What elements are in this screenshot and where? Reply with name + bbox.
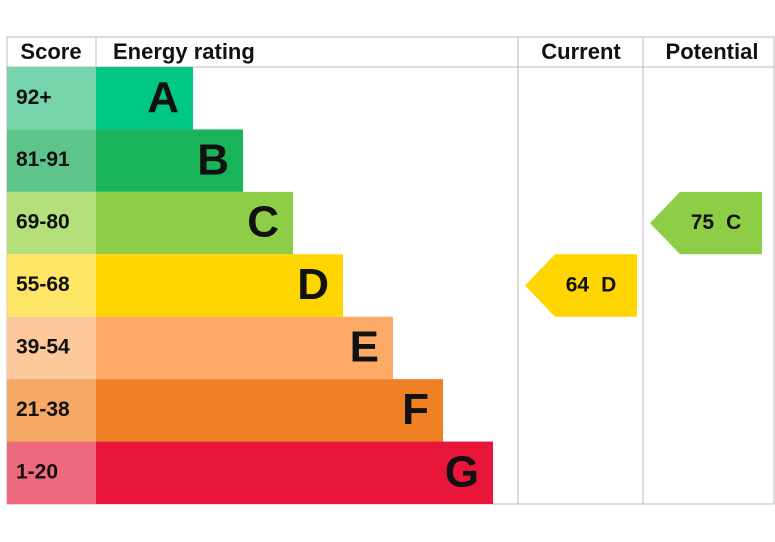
rating-letter: G [445,447,479,496]
rating-bar [96,67,193,130]
potential-arrow [650,191,762,255]
potential-value: 75 [691,211,715,234]
score-cell [7,67,96,130]
rating-bar [96,441,493,505]
score-cell [7,191,96,255]
rating-bar [96,379,443,442]
score-label: 81-91 [16,148,70,171]
potential-letter: C [726,211,741,234]
header-rating: Energy rating [113,39,255,64]
score-cell [7,254,96,317]
score-label: 55-68 [16,273,70,296]
rating-bar [96,191,293,255]
header-score: Score [20,39,81,64]
rating-letter: B [197,135,229,184]
score-cell [7,441,96,505]
rating-bar [96,254,343,317]
current-arrow [525,254,637,317]
current-letter: D [601,273,616,296]
current-value: 64 [566,273,590,296]
header-current: Current [541,39,621,64]
rating-letter: F [402,385,429,434]
rating-letter: C [247,198,279,247]
rating-letter: E [350,323,379,372]
score-label: 69-80 [16,211,70,234]
rating-letter: A [147,73,179,122]
score-label: 92+ [16,86,52,109]
rating-bar [96,129,243,192]
rating-bar [96,316,393,380]
current-label: 64 D [566,273,617,296]
score-cell [7,379,96,442]
potential-label: 75 C [691,211,742,234]
score-label: 1-20 [16,460,58,483]
score-label: 21-38 [16,398,70,421]
score-cell [7,129,96,192]
rating-letter: D [297,260,329,309]
score-cell [7,316,96,380]
score-label: 39-54 [16,335,70,358]
header-potential: Potential [666,39,759,64]
